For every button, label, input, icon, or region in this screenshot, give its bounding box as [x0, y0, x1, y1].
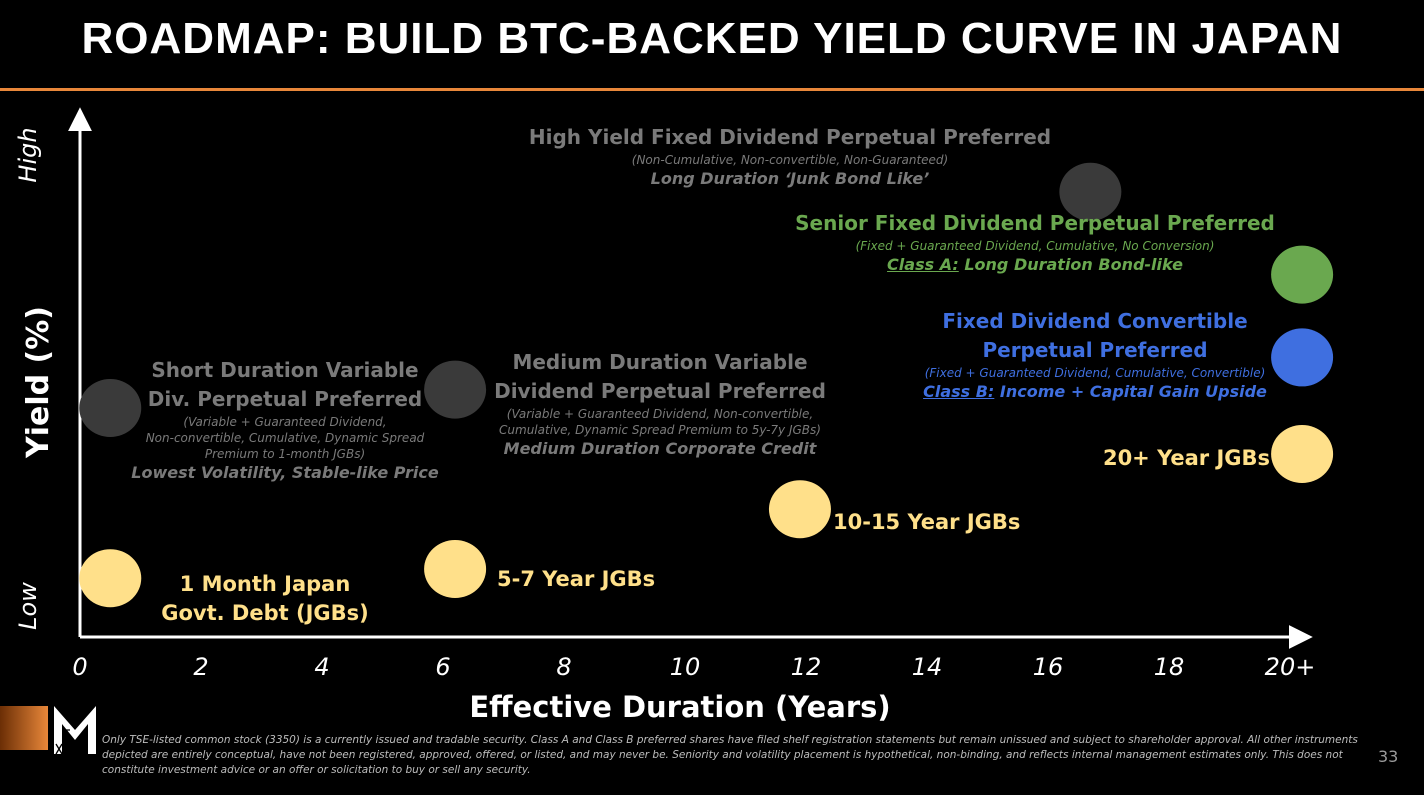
annotation-heading: High Yield Fixed Dividend Perpetual Pref… [528, 125, 1052, 149]
annotation-short-duration: Short Duration Variable Div. Perpetual P… [120, 356, 450, 484]
data-point [79, 549, 142, 608]
x-axis-title: Effective Duration (Years) [469, 690, 891, 724]
data-point [1059, 162, 1122, 221]
annotation-high-yield: High Yield Fixed Dividend Perpetual Pref… [500, 123, 1080, 190]
y-axis-title: Yield (%) [21, 306, 56, 459]
x-tick-label: 16 [1033, 653, 1064, 681]
annotation-heading-line-2: Dividend Perpetual Preferred [494, 379, 826, 403]
annotation-tagline: Long Duration ‘Junk Bond Like’ [650, 169, 930, 188]
x-tick-label: 10 [670, 653, 701, 681]
class-a-label: Class A: [887, 255, 959, 274]
annotation-subtext-line-1: (Variable + Guaranteed Dividend, [183, 415, 387, 429]
label-10-15-year-jgbs: 10-15 Year JGBs [833, 510, 1021, 534]
company-logo-icon [54, 706, 96, 755]
label-1-month-jgbs: 1 Month Japan Govt. Debt (JGBs) [150, 570, 380, 628]
x-tick-label: 20+ [1265, 653, 1316, 681]
data-point [79, 379, 142, 437]
annotation-subtext-line-1: (Variable + Guaranteed Dividend, Non-con… [506, 407, 814, 421]
annotation-heading-line-2: Perpetual Preferred [982, 338, 1208, 362]
annotation-tagline: Medium Duration Corporate Credit [503, 439, 817, 458]
y-axis-high-label: High [14, 127, 42, 182]
y-axis-low-label: Low [14, 582, 42, 630]
annotation-heading-line-1: Short Duration Variable [151, 358, 419, 382]
page-number: 33 [1378, 747, 1399, 766]
brand-accent-bar [0, 706, 48, 750]
data-points [79, 162, 1334, 608]
annotation-senior: Senior Fixed Dividend Perpetual Preferre… [770, 209, 1300, 276]
data-point [768, 480, 831, 539]
annotation-tagline-text: Income + Capital Gain Upside [994, 382, 1267, 401]
annotation-tagline: Class A: Long Duration Bond-like [770, 254, 1300, 276]
label-line-1: 1 Month Japan [179, 572, 351, 596]
annotation-heading: Senior Fixed Dividend Perpetual Preferre… [795, 211, 1275, 235]
annotation-medium-duration: Medium Duration Variable Dividend Perpet… [470, 348, 850, 460]
x-tick-label: 4 [314, 653, 329, 681]
x-tick-label: 14 [912, 653, 943, 681]
annotation-tagline-text: Long Duration Bond-like [958, 255, 1183, 274]
x-tick-label: 2 [193, 653, 208, 681]
data-point [1271, 425, 1334, 483]
label-line-2: Govt. Debt (JGBs) [161, 601, 369, 625]
label-5-7-year-jgbs: 5-7 Year JGBs [497, 567, 656, 591]
data-point [1271, 328, 1334, 387]
slide-title: ROADMAP: BUILD BTC-BACKED YIELD CURVE IN… [81, 14, 1343, 63]
data-point [424, 540, 487, 598]
annotation-heading-line-1: Medium Duration Variable [512, 350, 808, 374]
annotation-subtext-line-2: Cumulative, Dynamic Spread Premium to 5y… [499, 423, 821, 437]
title-divider [0, 88, 1424, 91]
annotation-subtext: (Fixed + Guaranteed Dividend, Cumulative… [924, 366, 1266, 380]
x-tick-label: 6 [435, 653, 450, 681]
annotation-subtext: (Non-Cumulative, Non-convertible, Non-Gu… [631, 153, 949, 167]
x-tick-labels: 0 2 4 6 8 10 12 14 16 18 20+ [72, 653, 1315, 681]
annotation-heading-line-2: Div. Perpetual Preferred [147, 387, 423, 411]
data-point [1271, 245, 1334, 304]
x-tick-label: 12 [791, 653, 822, 681]
legal-disclaimer: Only TSE-listed common stock (3350) is a… [102, 734, 1358, 776]
annotation-subtext: (Fixed + Guaranteed Dividend, Cumulative… [855, 239, 1215, 253]
annotation-heading-line-1: Fixed Dividend Convertible [942, 309, 1248, 333]
annotation-tagline: Class B: Income + Capital Gain Upside [890, 381, 1300, 403]
x-tick-label: 0 [72, 653, 87, 681]
class-b-label: Class B: [923, 382, 995, 401]
label-20-year-jgbs: 20+ Year JGBs [1102, 446, 1270, 470]
x-tick-label: 18 [1154, 653, 1185, 681]
annotation-tagline: Lowest Volatility, Stable-like Price [131, 463, 439, 482]
annotation-subtext-line-3: Premium to 1-month JGBs) [204, 447, 366, 461]
data-point [424, 360, 487, 419]
annotation-convertible: Fixed Dividend Convertible Perpetual Pre… [890, 307, 1300, 403]
annotation-subtext-line-2: Non-convertible, Cumulative, Dynamic Spr… [145, 431, 425, 445]
x-tick-label: 8 [556, 653, 571, 681]
